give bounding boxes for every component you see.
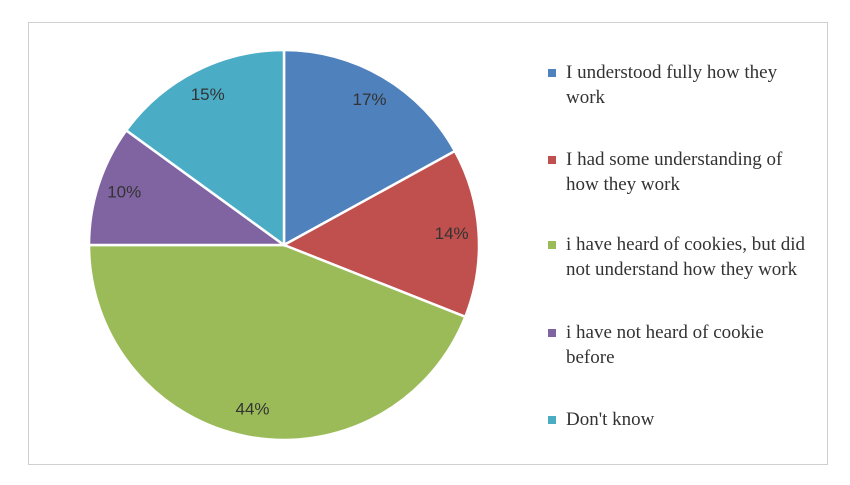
data-label: 14% (435, 224, 469, 243)
chart-frame (28, 22, 828, 465)
pie-slice (282, 48, 457, 248)
legend-label: Don't know (566, 409, 655, 430)
data-label: 17% (353, 90, 387, 109)
legend-label: i have heard of cookies, but did not und… (566, 234, 806, 280)
pie-slice (281, 149, 481, 319)
legend-item: I understood fully how they work (548, 60, 816, 110)
legend-label: I understood fully how they work (566, 62, 778, 108)
legend-label: i have not heard of cookie before (566, 322, 764, 368)
legend-swatch (548, 416, 556, 424)
legend-item: i have heard of cookies, but did not und… (548, 232, 816, 282)
legend-item: i have not heard of cookie before (548, 320, 816, 370)
data-label: 44% (236, 400, 270, 419)
data-label: 10% (107, 183, 141, 202)
legend-swatch (548, 156, 556, 164)
data-label: 15% (191, 85, 225, 104)
pie-slice (87, 243, 467, 442)
legend-item: I had some understanding of how they wor… (548, 147, 816, 197)
legend-item: Don't know (548, 407, 816, 432)
legend-swatch (548, 69, 556, 77)
legend-swatch (548, 329, 556, 337)
legend-label: I had some understanding of how they wor… (566, 149, 783, 195)
legend-swatch (548, 241, 556, 249)
pie-slice (124, 48, 286, 248)
pie-slice (87, 128, 288, 247)
